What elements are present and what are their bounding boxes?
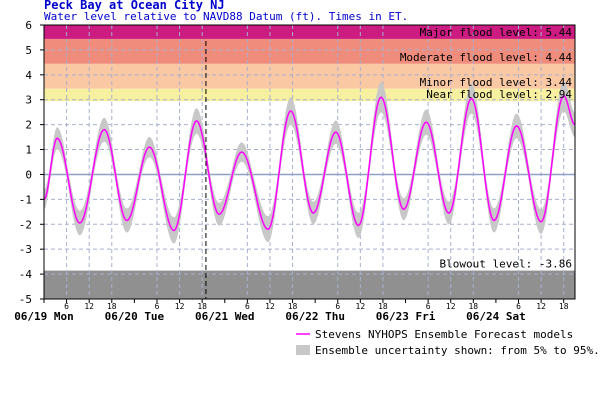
- chart-subtitle: Water level relative to NAVD88 Datum (ft…: [44, 10, 408, 23]
- band-label: Blowout level: -3.86: [440, 258, 572, 271]
- x-day-label: 06/23 Fri: [376, 310, 436, 323]
- flood-level-bands: [44, 25, 575, 299]
- uncertainty-band: [44, 80, 575, 244]
- x-hour-label: 6: [335, 302, 340, 311]
- plot-frame: [43, 24, 576, 300]
- y-tick-label: 5: [25, 44, 32, 57]
- forecast-series: [43, 95, 576, 232]
- x-hour-label: 6: [516, 302, 521, 311]
- band-label: Near flood level: 2.94: [426, 88, 572, 101]
- x-hour-label: 18: [468, 302, 478, 311]
- x-hour-label: 18: [197, 302, 207, 311]
- chart-title: Peck Bay at Ocean City NJ: [44, 0, 225, 12]
- x-hour-label: 12: [265, 302, 275, 311]
- y-tick-label: -1: [19, 193, 32, 206]
- band-moderate: [44, 38, 575, 64]
- band-near: [44, 88, 575, 102]
- y-tick-label: 3: [25, 94, 32, 107]
- legend-swatch-band: [296, 345, 310, 355]
- x-hour-label: 18: [559, 302, 569, 311]
- band-minor: [44, 63, 575, 89]
- band-label: Minor flood level: 3.44: [420, 76, 573, 89]
- legend-label: Ensemble uncertainty shown: from 5% to 9…: [315, 344, 600, 357]
- x-day-label: 06/19 Mon: [14, 310, 74, 323]
- x-hour-label: 12: [446, 302, 456, 311]
- x-hour-label: 6: [64, 302, 69, 311]
- legend: Stevens NYHOPS Ensemble Forecast models E…: [296, 328, 600, 357]
- forecast-line: [43, 95, 576, 232]
- y-tick-label: -3: [19, 243, 32, 256]
- x-hour-label: 18: [107, 302, 117, 311]
- y-tick-label: 4: [25, 69, 32, 82]
- y-tick-label: -5: [19, 293, 32, 306]
- x-hour-label: 6: [245, 302, 250, 311]
- x-day-label: 06/21 Wed: [195, 310, 255, 323]
- y-tick-label: -2: [19, 218, 32, 231]
- x-day-label: 06/24 Sat: [466, 310, 526, 323]
- x-hour-label: 12: [84, 302, 94, 311]
- x-day-label: 06/22 Thu: [285, 310, 345, 323]
- x-hour-label: 18: [378, 302, 388, 311]
- y-tick-label: 2: [25, 119, 32, 132]
- uncertainty-area: [44, 80, 575, 244]
- band-major: [44, 25, 575, 39]
- band-blowout: [44, 270, 575, 299]
- y-tick-label: -4: [19, 268, 33, 281]
- band-label: Moderate flood level: 4.44: [400, 51, 573, 64]
- band-labels: Major flood level: 5.44 Moderate flood le…: [400, 26, 573, 271]
- legend-label: Stevens NYHOPS Ensemble Forecast models: [315, 328, 573, 341]
- y-tick-label: 6: [25, 19, 32, 32]
- x-hour-label: 18: [288, 302, 298, 311]
- x-hour-label: 12: [536, 302, 546, 311]
- y-tick-label: 1: [25, 144, 32, 157]
- y-tick-label: 0: [25, 168, 32, 181]
- x-hour-label: 12: [356, 302, 366, 311]
- band-label: Major flood level: 5.44: [420, 26, 573, 39]
- x-hour-label: 6: [426, 302, 431, 311]
- x-hour-label: 6: [155, 302, 160, 311]
- x-day-label: 06/20 Tue: [105, 310, 165, 323]
- x-hour-label: 12: [175, 302, 185, 311]
